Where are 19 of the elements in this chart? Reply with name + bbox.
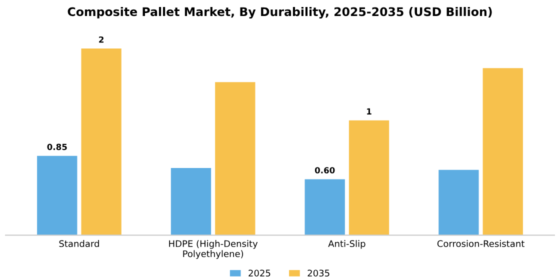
chart-title: Composite Pallet Market, By Durability, 2025-2035 (USD Billion) [68,7,492,19]
bar [37,156,78,236]
bar [482,68,523,236]
bar [438,170,479,236]
legend-label: 2035 [308,270,330,277]
data-label: 2 [99,36,104,43]
x-tick-label: HDPE (High-Density Polyethylene) [169,240,258,259]
x-tick-label: Corrosion-Resistant [437,240,524,248]
bar [304,179,345,236]
bar [348,120,390,236]
bar [81,48,122,236]
legend-label: 2025 [248,270,270,277]
x-tick-label: Anti-Slip [328,240,366,249]
data-label: 0.85 [47,144,67,150]
x-tick-label: Standard [59,240,99,248]
bar [215,82,256,236]
data-label: 1 [367,108,372,114]
bar [170,168,212,236]
data-label: 0.60 [314,167,335,174]
